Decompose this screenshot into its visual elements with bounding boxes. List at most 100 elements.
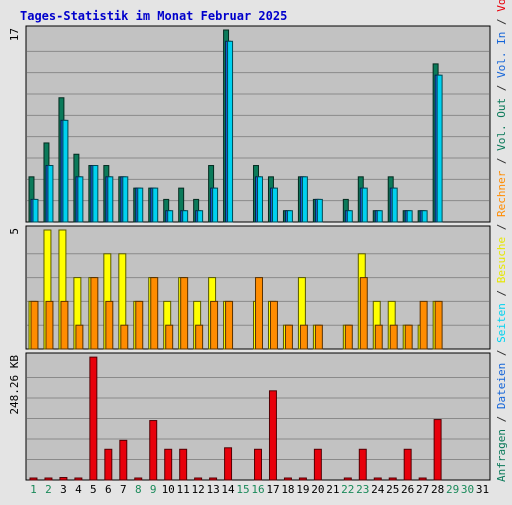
bar-seiten-day-23: [361, 187, 368, 223]
bar-rechner-day-22: [344, 324, 353, 350]
bar-volumen-day-5: [89, 356, 98, 481]
x-tick-label-day-2: 2: [45, 483, 52, 496]
chart-panels: 17 5 248.26 KB: [8, 25, 491, 481]
bar-seiten-day-20: [316, 198, 323, 223]
x-tick-label-day-23: 23: [356, 483, 369, 496]
legend-separator: /: [495, 343, 508, 363]
legend-besuche: Besuche: [495, 237, 508, 283]
bar-seiten-day-4: [77, 176, 84, 223]
bar-rechner-day-1: [30, 300, 39, 350]
bar-seiten-day-10: [167, 210, 174, 223]
bar-rechner-day-17: [269, 300, 278, 350]
x-tick-label-day-9: 9: [150, 483, 157, 496]
bar-rechner-day-11: [180, 277, 189, 350]
x-tick-label-day-25: 25: [386, 483, 399, 496]
bar-volumen-day-19: [298, 477, 307, 481]
bar-volumen-day-23: [358, 448, 367, 481]
bar-rechner-day-8: [135, 300, 144, 350]
bar-volumen-day-17: [268, 390, 277, 481]
x-tick-label-day-8: 8: [135, 483, 142, 496]
legend-seiten: Seiten: [495, 303, 508, 343]
bar-volumen-day-4: [74, 477, 83, 481]
x-tick-label-day-12: 12: [192, 483, 205, 496]
panel-middle-ymax-label: 5: [8, 228, 21, 235]
x-tick-label-day-5: 5: [90, 483, 97, 496]
x-axis-labels: 1 2 3 4 5 6 7 8 9 10 11 12 13 14 15 16 17 18 19 20 21 22 23 24 2…: [30, 483, 489, 496]
bar-rechner-day-12: [195, 324, 204, 350]
bar-volumen-day-14: [224, 447, 233, 481]
x-tick-label-day-7: 7: [120, 483, 127, 496]
bar-seiten-day-16: [257, 176, 263, 223]
bar-seiten-day-12: [197, 210, 204, 223]
bar-seiten-day-19: [301, 176, 308, 223]
bar-rechner-day-28: [434, 300, 443, 350]
x-tick-label-day-29: 29: [446, 483, 459, 496]
x-tick-label-day-20: 20: [311, 483, 324, 496]
x-tick-label-day-30: 30: [461, 483, 474, 496]
bar-volumen-day-24: [373, 477, 382, 481]
x-tick-label-day-13: 13: [206, 483, 219, 496]
x-tick-label-day-26: 26: [401, 483, 414, 496]
bar-volumen-day-22: [343, 477, 352, 481]
legend-rechner: Rechner: [495, 170, 508, 217]
bar-rechner-day-23: [359, 277, 368, 350]
x-tick-label-day-1: 1: [30, 483, 37, 496]
bar-volumen-day-8: [134, 477, 143, 481]
bar-volumen-day-12: [194, 477, 203, 481]
bar-volumen-day-18: [283, 477, 292, 481]
x-tick-label-day-27: 27: [416, 483, 429, 496]
bar-volumen-day-10: [164, 448, 173, 481]
x-tick-label-day-17: 17: [266, 483, 279, 496]
bar-rechner-day-18: [284, 324, 293, 350]
bar-volumen-day-28: [433, 419, 442, 481]
bar-volumen-day-25: [388, 477, 397, 481]
x-tick-label-day-14: 14: [221, 483, 235, 496]
legend-separator: /: [495, 151, 508, 171]
bar-seiten-day-22: [346, 210, 353, 223]
bar-seiten-day-9: [152, 187, 159, 223]
bar-seiten-day-27: [421, 210, 428, 223]
bar-volumen-day-20: [313, 448, 322, 481]
right-legend: Anfragen / Dateien / Seiten / Besuche / …: [495, 0, 508, 482]
bar-rechner-day-4: [75, 324, 84, 350]
bar-volumen-day-16: [254, 448, 262, 481]
x-tick-label-day-3: 3: [60, 483, 67, 496]
bar-seiten-day-26: [406, 210, 413, 223]
x-tick-label-day-24: 24: [371, 483, 385, 496]
bar-rechner-day-13: [210, 300, 219, 350]
x-tick-label-day-28: 28: [431, 483, 444, 496]
x-tick-label-day-16: 16: [251, 483, 264, 496]
bar-seiten-day-17: [271, 187, 278, 223]
bar-seiten-day-11: [182, 210, 189, 223]
bar-volumen-day-6: [104, 448, 113, 481]
legend-separator: /: [495, 283, 508, 303]
x-tick-label-day-10: 10: [162, 483, 175, 496]
x-tick-label-day-21: 21: [326, 483, 339, 496]
bar-seiten-day-2: [47, 165, 54, 223]
bar-seiten-day-18: [286, 210, 293, 223]
bar-volumen-day-26: [403, 448, 412, 481]
legend-separator: /: [495, 217, 508, 237]
x-tick-label-day-31: 31: [476, 483, 489, 496]
legend-separator: /: [495, 12, 508, 32]
bar-seiten-day-5: [92, 165, 99, 223]
bar-seiten-day-6: [107, 176, 114, 223]
legend-separator: /: [495, 78, 508, 98]
bar-seiten-day-13: [212, 187, 219, 223]
panel-bottom: 248.26 KB: [8, 352, 491, 481]
x-tick-label-day-6: 6: [105, 483, 112, 496]
x-tick-label-day-4: 4: [75, 483, 82, 496]
bar-rechner-day-10: [165, 324, 174, 350]
bar-volumen-day-2: [44, 477, 53, 481]
bar-volumen-day-1: [29, 477, 38, 481]
legend-separator: /: [495, 409, 508, 429]
bar-seiten-day-14: [227, 40, 234, 223]
bar-volumen-day-13: [209, 477, 218, 481]
panel-middle: 5: [8, 225, 491, 350]
bar-rechner-day-9: [150, 277, 159, 350]
legend-volumen: Volumen: [495, 0, 508, 12]
panel-top-ymax-label: 17: [8, 28, 21, 41]
bar-volumen-day-7: [119, 439, 128, 481]
bar-rechner-day-7: [120, 324, 129, 350]
